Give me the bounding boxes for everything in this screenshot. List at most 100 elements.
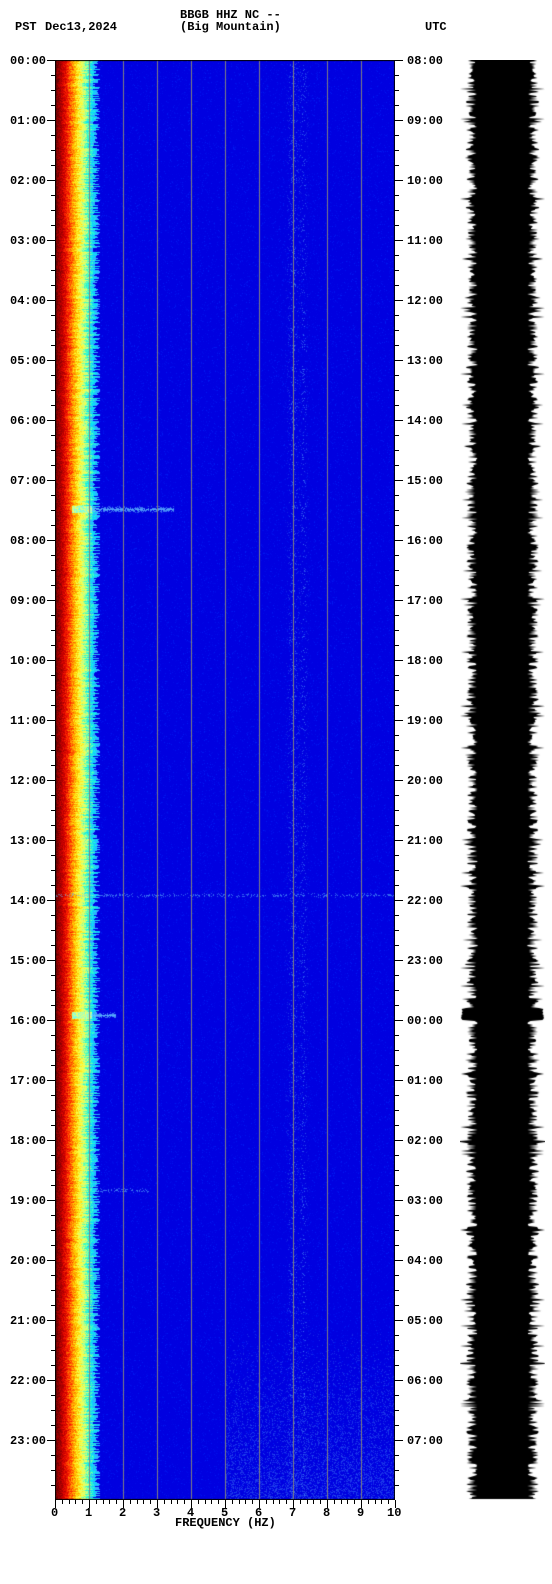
chart-header: PST Dec13,2024 BBGB HHZ NC -- (Big Mount… bbox=[0, 0, 552, 40]
freq-minor-tick bbox=[116, 1500, 117, 1504]
pst-minor-tick bbox=[51, 435, 55, 436]
utc-minor-tick bbox=[395, 1470, 399, 1471]
utc-tick-label: 14:00 bbox=[407, 414, 443, 428]
pst-tick bbox=[47, 60, 55, 61]
utc-minor-tick bbox=[395, 1050, 399, 1051]
utc-tick-label: 02:00 bbox=[407, 1134, 443, 1148]
utc-tick-label: 20:00 bbox=[407, 774, 443, 788]
utc-tick-label: 06:00 bbox=[407, 1374, 443, 1388]
pst-tick-label: 11:00 bbox=[10, 714, 46, 728]
utc-minor-tick bbox=[395, 375, 399, 376]
utc-minor-tick bbox=[395, 330, 399, 331]
utc-tick-label: 03:00 bbox=[407, 1194, 443, 1208]
utc-tick bbox=[395, 60, 403, 61]
pst-minor-tick bbox=[51, 825, 55, 826]
pst-minor-tick bbox=[51, 390, 55, 391]
utc-minor-tick bbox=[395, 615, 399, 616]
utc-minor-tick bbox=[395, 555, 399, 556]
utc-minor-tick bbox=[395, 585, 399, 586]
pst-minor-tick bbox=[51, 735, 55, 736]
pst-minor-tick bbox=[51, 945, 55, 946]
pst-tick bbox=[47, 960, 55, 961]
utc-tick-label: 23:00 bbox=[407, 954, 443, 968]
utc-tick bbox=[395, 360, 403, 361]
utc-tick bbox=[395, 1320, 403, 1321]
utc-minor-tick bbox=[395, 135, 399, 136]
pst-minor-tick bbox=[51, 495, 55, 496]
pst-tick-label: 21:00 bbox=[10, 1314, 46, 1328]
pst-minor-tick bbox=[51, 810, 55, 811]
pst-tick-label: 01:00 bbox=[10, 114, 46, 128]
utc-minor-tick bbox=[395, 1035, 399, 1036]
freq-minor-tick bbox=[232, 1500, 233, 1504]
utc-minor-tick bbox=[395, 735, 399, 736]
freq-tick-label: 1 bbox=[85, 1506, 92, 1520]
freq-tick-label: 4 bbox=[187, 1506, 194, 1520]
utc-minor-tick bbox=[395, 810, 399, 811]
utc-minor-tick bbox=[395, 1185, 399, 1186]
utc-minor-tick bbox=[395, 510, 399, 511]
utc-tick bbox=[395, 960, 403, 961]
pst-minor-tick bbox=[51, 615, 55, 616]
utc-tick-label: 05:00 bbox=[407, 1314, 443, 1328]
utc-minor-tick bbox=[395, 1485, 399, 1486]
pst-minor-tick bbox=[51, 150, 55, 151]
pst-tick-label: 02:00 bbox=[10, 174, 46, 188]
pst-minor-tick bbox=[51, 1395, 55, 1396]
pst-tick-label: 20:00 bbox=[10, 1254, 46, 1268]
freq-minor-tick bbox=[375, 1500, 376, 1504]
utc-minor-tick bbox=[395, 1395, 399, 1396]
freq-tick-label: 2 bbox=[119, 1506, 126, 1520]
pst-minor-tick bbox=[51, 210, 55, 211]
pst-tick-label: 13:00 bbox=[10, 834, 46, 848]
utc-minor-tick bbox=[395, 825, 399, 826]
pst-tick-label: 23:00 bbox=[10, 1434, 46, 1448]
tz-right-label: UTC bbox=[425, 20, 447, 34]
freq-minor-tick bbox=[143, 1500, 144, 1504]
pst-tick bbox=[47, 720, 55, 721]
freq-minor-tick bbox=[171, 1500, 172, 1504]
utc-minor-tick bbox=[395, 435, 399, 436]
pst-tick-label: 05:00 bbox=[10, 354, 46, 368]
pst-tick-label: 14:00 bbox=[10, 894, 46, 908]
freq-tick-label: 8 bbox=[323, 1506, 330, 1520]
utc-minor-tick bbox=[395, 90, 399, 91]
utc-minor-tick bbox=[395, 1155, 399, 1156]
freq-minor-tick bbox=[109, 1500, 110, 1504]
pst-tick-label: 17:00 bbox=[10, 1074, 46, 1088]
utc-minor-tick bbox=[395, 975, 399, 976]
pst-tick bbox=[47, 660, 55, 661]
freq-minor-tick bbox=[239, 1500, 240, 1504]
pst-tick bbox=[47, 1320, 55, 1321]
freq-minor-tick bbox=[164, 1500, 165, 1504]
freq-tick-label: 3 bbox=[153, 1506, 160, 1520]
freq-tick-label: 7 bbox=[289, 1506, 296, 1520]
utc-minor-tick bbox=[395, 870, 399, 871]
pst-minor-tick bbox=[51, 630, 55, 631]
pst-minor-tick bbox=[51, 450, 55, 451]
utc-tick bbox=[395, 1080, 403, 1081]
pst-minor-tick bbox=[51, 1470, 55, 1471]
freq-minor-tick bbox=[313, 1500, 314, 1504]
utc-minor-tick bbox=[395, 315, 399, 316]
pst-minor-tick bbox=[51, 1290, 55, 1291]
utc-minor-tick bbox=[395, 1335, 399, 1336]
freq-minor-tick bbox=[75, 1500, 76, 1504]
pst-minor-tick bbox=[51, 1110, 55, 1111]
pst-tick bbox=[47, 300, 55, 301]
utc-minor-tick bbox=[395, 1305, 399, 1306]
utc-minor-tick bbox=[395, 1425, 399, 1426]
spectrogram-plot bbox=[55, 60, 395, 1500]
utc-tick-label: 17:00 bbox=[407, 594, 443, 608]
pst-minor-tick bbox=[51, 705, 55, 706]
utc-tick-label: 22:00 bbox=[407, 894, 443, 908]
pst-minor-tick bbox=[51, 1485, 55, 1486]
tz-left-label: PST bbox=[15, 20, 37, 34]
freq-minor-tick bbox=[300, 1500, 301, 1504]
pst-tick-label: 16:00 bbox=[10, 1014, 46, 1028]
pst-tick bbox=[47, 780, 55, 781]
freq-minor-tick bbox=[62, 1500, 63, 1504]
pst-tick bbox=[47, 1140, 55, 1141]
utc-tick-label: 01:00 bbox=[407, 1074, 443, 1088]
freq-minor-tick bbox=[218, 1500, 219, 1504]
